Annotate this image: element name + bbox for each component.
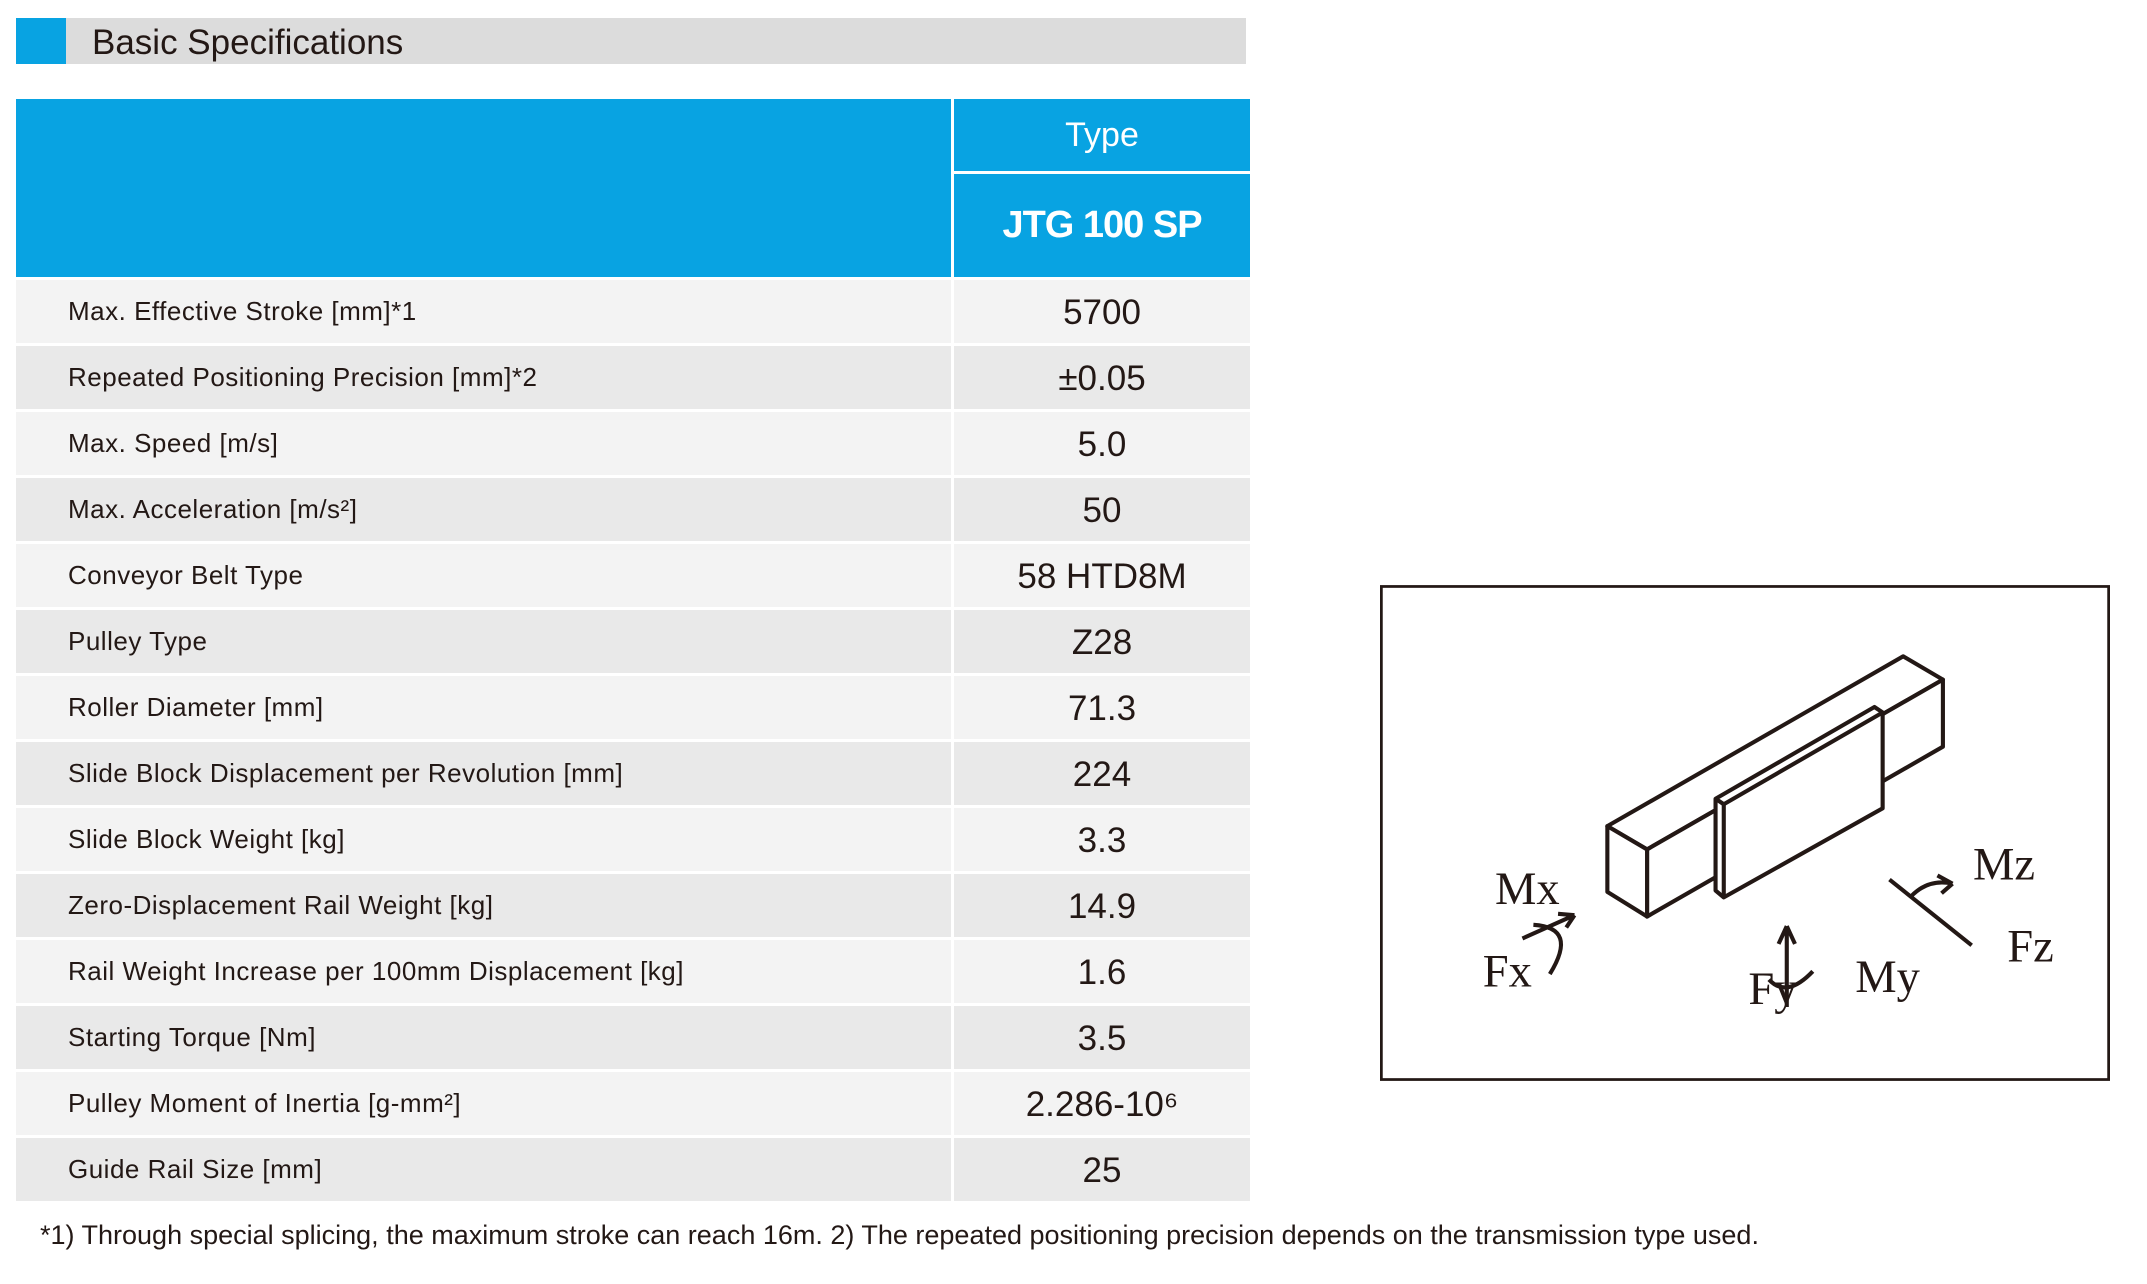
divider — [951, 280, 954, 343]
arrows — [1521, 873, 1973, 1007]
divider — [951, 478, 954, 541]
diagram-label: Mz — [1973, 840, 2035, 891]
row-label: Slide Block Displacement per Revolution … — [68, 758, 624, 788]
diagram-frame — [1380, 585, 2110, 1081]
table-row: Max. Acceleration [m/s²] 50 — [16, 475, 1250, 541]
row-label: Starting Torque [Nm] — [68, 1022, 316, 1052]
divider — [951, 412, 954, 475]
divider — [951, 346, 954, 409]
divider — [951, 544, 954, 607]
row-value: 224 — [1072, 755, 1132, 794]
table-row: Guide Rail Size [mm] 25 — [16, 1135, 1250, 1201]
row-value: 1.6 — [1077, 953, 1127, 992]
section-title: Basic Specifications — [92, 23, 404, 62]
diagram-label: Fx — [1483, 946, 1532, 997]
row-label: Zero-Displacement Rail Weight [kg] — [68, 890, 494, 920]
table-row: Repeated Positioning Precision [mm]*2 ±0.… — [16, 343, 1250, 409]
table-row: Conveyor Belt Type 58 HTD8M — [16, 541, 1250, 607]
diagram-label: Fy — [1748, 964, 1798, 1015]
table-row: Rail Weight Increase per 100mm Displacem… — [16, 937, 1250, 1003]
table-row: Slide Block Displacement per Revolution … — [16, 739, 1250, 805]
table-row: Zero-Displacement Rail Weight [kg] 14.9 — [16, 871, 1250, 937]
divider — [951, 99, 954, 277]
row-value: Z28 — [1071, 623, 1133, 662]
table-row: Slide Block Weight [kg] 3.3 — [16, 805, 1250, 871]
row-label: Slide Block Weight [kg] — [68, 824, 345, 854]
model-name: JTG 100 SP — [1002, 204, 1202, 246]
divider — [951, 742, 954, 805]
row-label: Pulley Type — [68, 626, 208, 656]
section-header: Basic Specifications — [16, 18, 1246, 64]
row-value: ±0.05 — [1058, 359, 1146, 398]
row-value: 2.286-10⁶ — [1025, 1085, 1179, 1124]
row-label: Repeated Positioning Precision [mm]*2 — [68, 362, 538, 392]
divider — [951, 1138, 954, 1201]
diagram-label: Mx — [1495, 864, 1560, 915]
table-row: Max. Effective Stroke [mm]*1 5700 — [16, 277, 1250, 343]
row-value: 50 — [1082, 491, 1122, 530]
row-label: Rail Weight Increase per 100mm Displacem… — [68, 956, 684, 986]
force-diagram: Mx Fx Fy My Mz Fz — [1380, 585, 2110, 1081]
row-label: Max. Effective Stroke [mm]*1 — [68, 296, 417, 326]
table-header: Type JTG 100 SP — [16, 99, 1250, 277]
row-value: 3.5 — [1077, 1019, 1127, 1058]
row-value: 5700 — [1063, 293, 1141, 332]
row-value: 58 HTD8M — [1017, 557, 1187, 596]
footnote: *1) Through special splicing, the maximu… — [40, 1220, 1759, 1250]
row-value: 14.9 — [1067, 887, 1137, 926]
row-value: 25 — [1082, 1151, 1122, 1190]
row-label: Roller Diameter [mm] — [68, 692, 324, 722]
slide-block — [1713, 704, 1885, 900]
row-label: Guide Rail Size [mm] — [68, 1154, 323, 1184]
spec-table: Type JTG 100 SP Max. Effective Stroke [m… — [16, 99, 1250, 1201]
diagram-label: My — [1855, 952, 1920, 1003]
table-row: Starting Torque [Nm] 3.5 — [16, 1003, 1250, 1069]
row-label: Max. Speed [m/s] — [68, 428, 279, 458]
divider — [951, 1072, 954, 1135]
table-row: Max. Speed [m/s] 5.0 — [16, 409, 1250, 475]
diagram-label: Fz — [2007, 922, 2054, 973]
table-row: Pulley Moment of Inertia [g-mm²] 2.286-10… — [16, 1069, 1250, 1135]
divider — [951, 676, 954, 739]
row-value: 71.3 — [1067, 689, 1137, 728]
header-marker — [16, 18, 66, 64]
table-row: Roller Diameter [mm] 71.3 — [16, 673, 1250, 739]
row-label: Max. Acceleration [m/s²] — [68, 494, 358, 524]
divider — [951, 1006, 954, 1069]
row-label: Conveyor Belt Type — [68, 560, 304, 590]
row-value: 3.3 — [1077, 821, 1127, 860]
table-row: Pulley Type Z28 — [16, 607, 1250, 673]
divider — [951, 940, 954, 1003]
divider — [951, 874, 954, 937]
divider — [951, 808, 954, 871]
row-value: 5.0 — [1077, 425, 1127, 464]
divider — [951, 610, 954, 673]
type-label: Type — [954, 99, 1250, 174]
row-label: Pulley Moment of Inertia [g-mm²] — [68, 1088, 462, 1118]
